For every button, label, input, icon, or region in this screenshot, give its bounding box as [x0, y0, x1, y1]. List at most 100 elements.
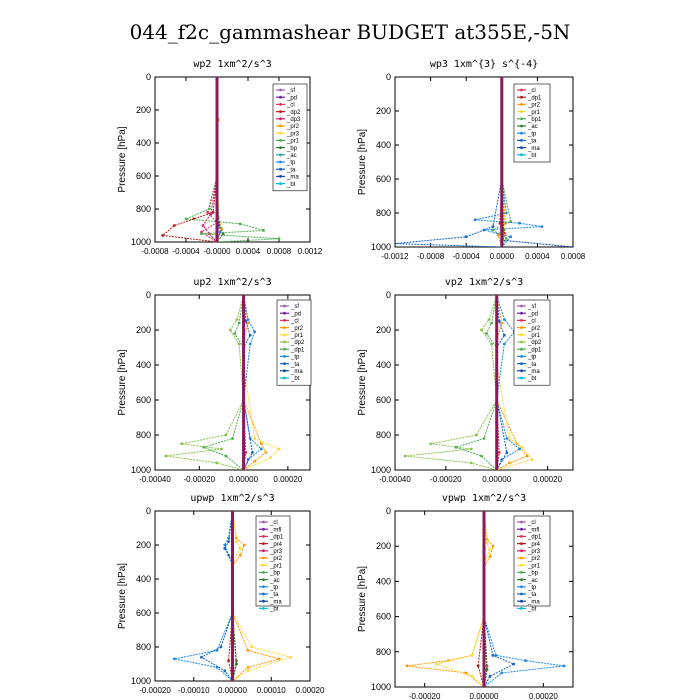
legend-marker — [262, 599, 265, 603]
legend-marker — [520, 139, 523, 142]
legend-label: _tp — [527, 585, 537, 591]
legend-label: _pr3 — [269, 549, 283, 555]
legend-marker — [279, 175, 282, 178]
subplot-title: wp2 1xm^2/s^3 — [193, 59, 271, 70]
legend: _cl_mfl_dp1_pr4_pr3_pr2_pr1_bp_ac_tp_ta_… — [513, 515, 551, 613]
data-point — [505, 437, 509, 440]
data-point — [508, 461, 511, 465]
legend-label: _cl — [286, 103, 295, 109]
data-point — [246, 666, 250, 669]
data-point — [485, 668, 489, 671]
series-line-pr1 — [185, 77, 280, 242]
legend-marker — [283, 333, 286, 337]
legend-marker — [283, 362, 286, 365]
plot-frame — [154, 76, 311, 243]
legend-marker — [279, 182, 282, 186]
data-point — [435, 662, 438, 666]
legend: _sf_pd _cl_pr2_pr1_dp2_dp1 _tp_ta_ma_bt — [276, 299, 312, 386]
legend: _sf_pd _cl_pr2_pr1_dp2_dp1 _tp_ta_ma_bt — [513, 299, 551, 386]
x-tick-label: 0.0000 — [490, 252, 515, 261]
legend-label: _pd — [527, 311, 538, 317]
y-tick-label: 0 — [386, 506, 391, 516]
data-point — [502, 333, 506, 337]
data-point — [209, 212, 213, 216]
data-point — [211, 210, 215, 214]
legend-marker — [520, 355, 523, 358]
legend-marker — [520, 146, 523, 150]
legend-box — [272, 83, 308, 192]
series-line-dp2 — [166, 295, 245, 470]
legend: _cl_mfl_dp1_pr4_pr3_pr2_pr1_bp_ac_tp_ta_… — [255, 515, 291, 613]
series-line-dp1 — [454, 295, 498, 470]
y-tick-label: 600 — [136, 608, 151, 618]
data-point — [244, 451, 248, 454]
legend-marker — [283, 355, 286, 358]
legend-marker — [262, 542, 265, 545]
legend-marker — [279, 146, 282, 150]
legend-label: _pd — [286, 95, 297, 101]
plot-frame — [394, 76, 574, 248]
data-point — [289, 655, 293, 659]
data-point — [474, 433, 478, 437]
y-tick-label: 200 — [376, 541, 391, 551]
data-point — [200, 232, 203, 236]
legend-label: _pr1 — [527, 563, 541, 569]
legend-label: _ac — [527, 578, 538, 584]
x-tick-label: -0.0008 — [417, 252, 445, 261]
legend-marker — [520, 103, 523, 106]
legend-label: _dp2 — [286, 110, 301, 116]
legend-marker — [279, 117, 282, 121]
legend-marker — [279, 95, 282, 99]
legend-label: _mfl — [527, 527, 539, 533]
series-line-pr2 — [406, 511, 494, 687]
series-group — [395, 77, 573, 247]
legend-marker — [283, 369, 286, 373]
y-tick-label: 1000 — [371, 465, 391, 475]
y-tick-label: 1000 — [131, 237, 151, 247]
data-point — [429, 442, 432, 446]
legend-label: _dp1 — [527, 95, 542, 101]
y-axis-label: Pressure [hPa] — [357, 349, 368, 415]
data-point — [464, 671, 468, 675]
data-point — [470, 653, 474, 657]
legend-label: _dp1 — [527, 347, 542, 353]
y-axis-label: Pressure [hPa] — [117, 126, 128, 192]
legend-label: _pr3 — [286, 131, 300, 137]
legend-label: _dp2 — [527, 340, 542, 346]
legend-marker — [283, 326, 286, 329]
data-point — [238, 547, 242, 550]
legend-marker — [520, 535, 523, 538]
data-point — [228, 328, 232, 332]
legend-marker — [520, 556, 523, 560]
y-tick-label: 600 — [376, 395, 391, 405]
y-tick-label: 0 — [386, 290, 391, 300]
y-tick-label: 200 — [376, 106, 391, 116]
legend-box — [513, 83, 551, 163]
data-point — [172, 657, 176, 661]
legend-marker — [520, 311, 523, 315]
x-tick-label: -0.0004 — [453, 252, 481, 261]
data-point — [206, 210, 210, 214]
data-point — [497, 451, 501, 454]
data-point — [277, 447, 281, 451]
data-point — [202, 445, 206, 449]
data-point — [246, 649, 250, 652]
legend-marker — [520, 347, 523, 351]
data-point — [469, 461, 473, 465]
legend-marker — [520, 520, 523, 524]
legend-label: _cl — [290, 319, 299, 325]
legend-marker — [279, 131, 282, 135]
data-point — [405, 664, 409, 668]
legend-marker — [262, 571, 265, 574]
y-tick-label: 200 — [136, 540, 151, 550]
data-point — [464, 235, 468, 239]
chart-panel-6: vpwp 1xm^2/s^3 Pressure [hPa] 0 200 400 600 80… — [357, 493, 574, 700]
legend-marker — [520, 369, 523, 373]
y-tick-label: 1000 — [131, 465, 151, 475]
legend-label: _bp1 — [527, 117, 542, 123]
data-point — [234, 659, 238, 662]
y-tick-label: 600 — [136, 395, 151, 405]
legend-marker — [520, 124, 523, 128]
legend-marker — [520, 592, 523, 596]
